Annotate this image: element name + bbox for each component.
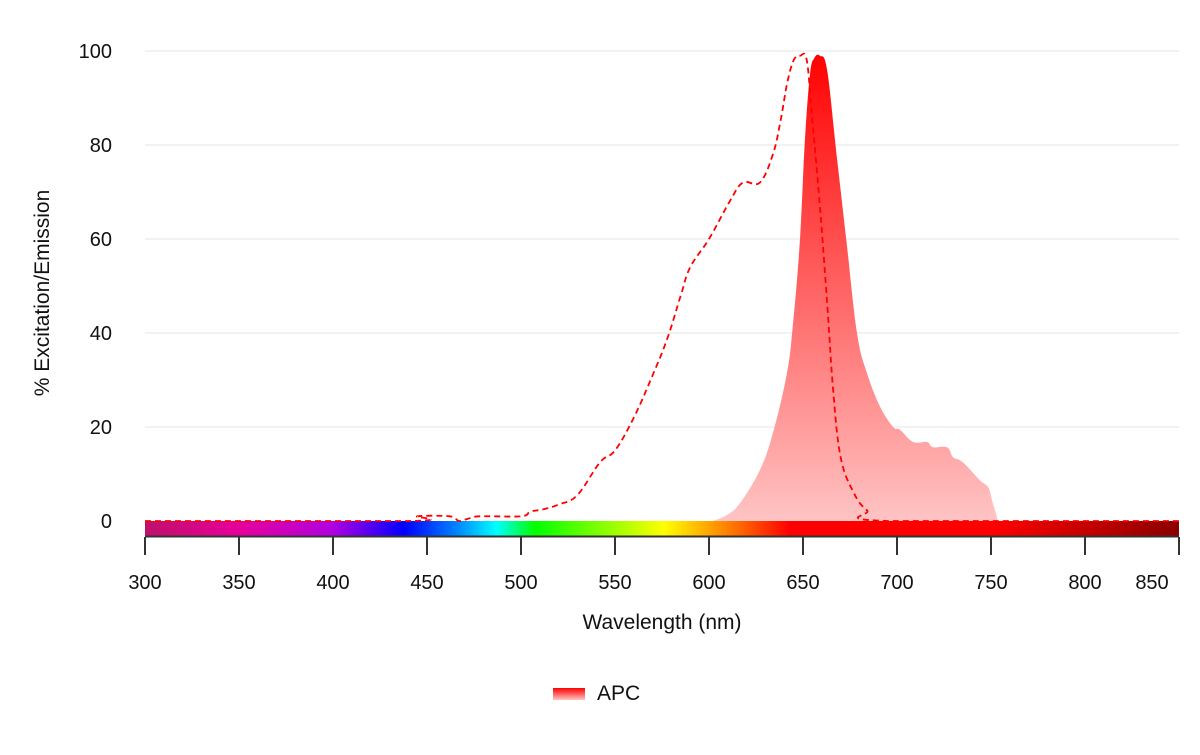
- x-tick-label: 550: [598, 572, 631, 594]
- legend[interactable]: APC: [553, 682, 640, 705]
- x-tick-label: 750: [974, 572, 1007, 594]
- x-axis-ticks: 300 350 400 450 500 550 600 650 700 750 800 850: [128, 537, 1180, 594]
- y-axis-title: % Excitation/Emission: [31, 190, 54, 397]
- legend-label-apc[interactable]: APC: [597, 682, 640, 705]
- series-layer: [709, 54, 998, 522]
- y-tick-label: 60: [90, 229, 112, 251]
- excitation-line-apc: [144, 52, 1179, 522]
- x-tick-label: 400: [316, 572, 349, 594]
- y-tick-label: 20: [90, 417, 112, 439]
- x-tick-label: 700: [880, 572, 913, 594]
- y-axis-ticks: 0 20 40 60 80 100: [79, 41, 112, 533]
- x-tick-label: 500: [504, 572, 537, 594]
- y-tick-label: 40: [90, 323, 112, 345]
- x-tick-label: 450: [410, 572, 443, 594]
- x-tick-label: 800: [1068, 572, 1101, 594]
- x-tick-label: 300: [128, 572, 161, 594]
- legend-swatch-apc: [553, 688, 585, 700]
- emission-area-apc: [709, 54, 998, 522]
- x-tick-label: 600: [692, 572, 725, 594]
- x-tick-label: 350: [222, 572, 255, 594]
- x-tick-label: 850: [1135, 572, 1168, 594]
- x-tick-label: 650: [786, 572, 819, 594]
- x-axis-title: Wavelength (nm): [582, 611, 741, 634]
- wavelength-color-bar: [145, 521, 1179, 536]
- excitation-layer: [144, 52, 1179, 522]
- y-tick-label: 80: [90, 135, 112, 157]
- y-tick-label: 100: [79, 41, 112, 63]
- gridlines: [145, 50, 1179, 428]
- y-tick-label: 0: [101, 511, 112, 533]
